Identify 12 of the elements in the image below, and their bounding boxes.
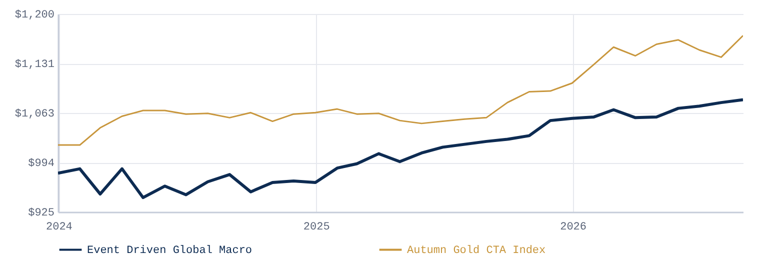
x-tick-label: 2024	[46, 222, 73, 234]
x-tick-label: 2026	[560, 222, 587, 234]
line-series	[58, 34, 743, 146]
y-tick-label: $925	[28, 208, 54, 220]
y-tick-label: $1,063	[14, 108, 54, 120]
legend-label: Autumn Gold CTA Index	[407, 244, 546, 257]
y-tick-label: $1,131	[14, 59, 55, 71]
y-tick-label: $994	[28, 158, 55, 170]
x-tick-label: 2025	[303, 222, 330, 234]
legend-label: Event Driven Global Macro	[87, 244, 252, 257]
line-series	[58, 98, 743, 200]
y-tick-label: $1,200	[14, 10, 54, 22]
